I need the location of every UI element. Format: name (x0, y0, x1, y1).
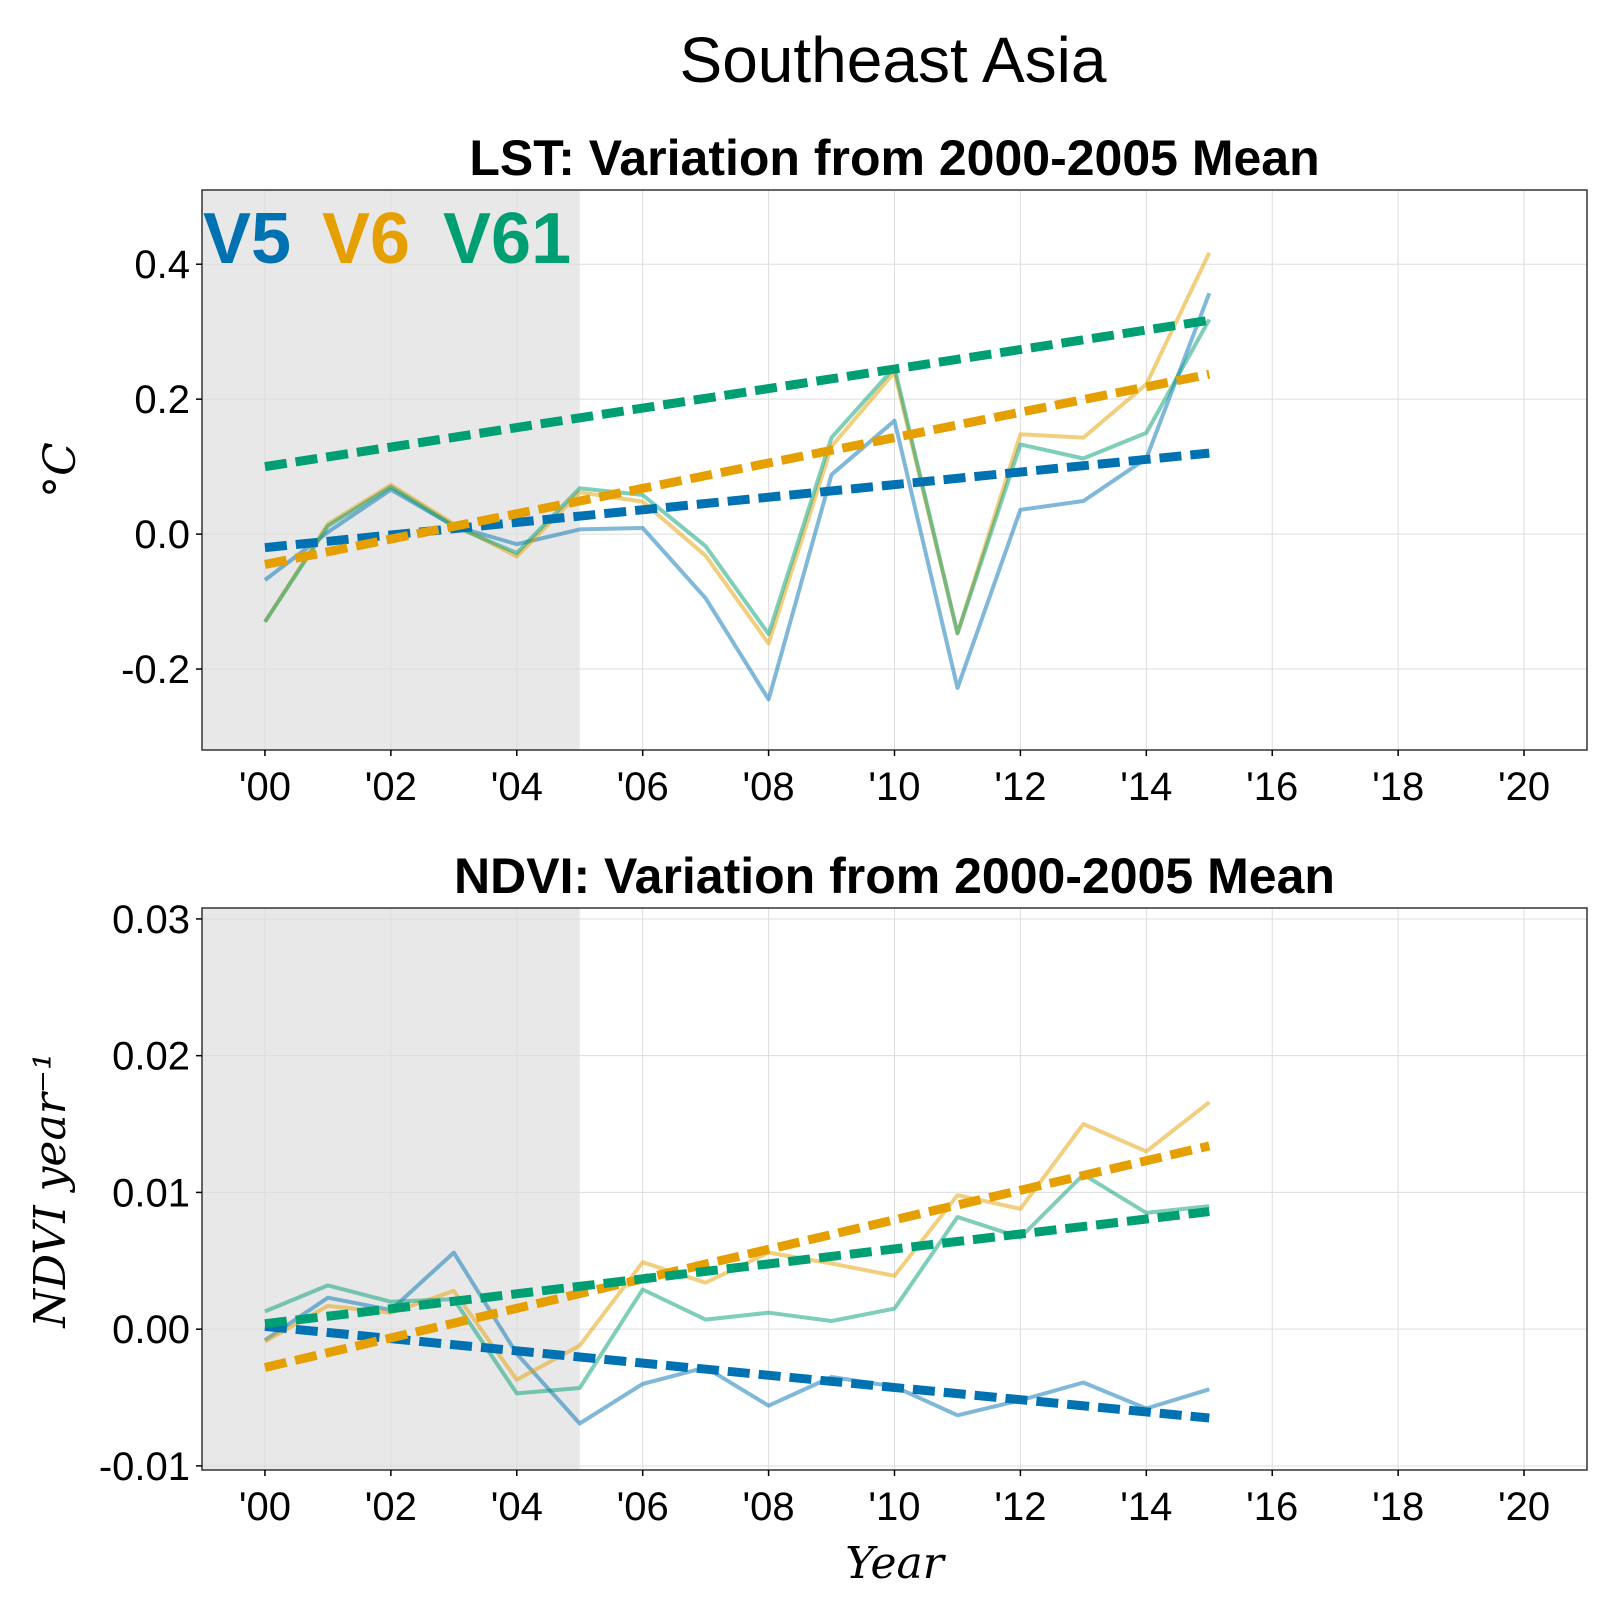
x-tick-label: '12 (994, 765, 1046, 809)
x-tick-label: '06 (617, 765, 669, 809)
trend-line-v6 (263, 1141, 1211, 1372)
panel-ndvi: '00 '02 '04 '06 '08 '10 '12 '14 '16 '18 '20 -0.01 0.… (25, 848, 1588, 1589)
y-tick-label: 0.4 (134, 243, 190, 287)
x-tick-label: '18 (1372, 1485, 1424, 1529)
panel-title: LST: Variation from 2000-2005 Mean (469, 130, 1319, 186)
trend-line-v61 (264, 315, 1210, 472)
y-tick-label: -0.2 (121, 648, 190, 692)
y-axis-label: °C (35, 442, 86, 498)
x-tick-label: '04 (491, 1485, 543, 1529)
y-tick-label: 0.03 (112, 898, 190, 942)
x-tick-label: '08 (743, 1485, 795, 1529)
legend-entry-v6: V6 (322, 199, 410, 279)
panels: '00 '02 '04 '06 '08 '10 '12 '14 '16 '18 '20 -0.2 0.0… (25, 130, 1588, 1589)
y-tick-label: 0.0 (134, 513, 190, 557)
x-tick-label: '10 (868, 765, 920, 809)
x-tick-label: '14 (1120, 765, 1172, 809)
x-tick-label: '10 (868, 1485, 920, 1529)
panel-title: NDVI: Variation from 2000-2005 Mean (454, 848, 1335, 904)
legend-entry-v61: V61 (443, 199, 571, 279)
x-tick-label: '20 (1498, 765, 1550, 809)
x-tick-label: '02 (365, 1485, 417, 1529)
x-tick-label: '00 (239, 765, 291, 809)
series-line-v61 (263, 318, 1212, 636)
figure-title: Southeast Asia (680, 24, 1107, 96)
x-tick-label: '16 (1246, 765, 1298, 809)
legend: V5 V6 V61 (203, 199, 571, 279)
y-tick-label: 0.01 (112, 1171, 190, 1215)
gridlines (202, 190, 1587, 750)
x-tick-label: '16 (1246, 1485, 1298, 1529)
x-tick-label: '14 (1120, 1485, 1172, 1529)
legend-entry-v5: V5 (203, 199, 291, 279)
x-tick-label: '00 (239, 1485, 291, 1529)
y-tick-label: 0.2 (134, 378, 190, 422)
y-axis-label: NDVI year⁻¹ (25, 1052, 76, 1328)
x-tick-label: '06 (617, 1485, 669, 1529)
x-tick-label: '18 (1372, 765, 1424, 809)
panel-lst: '00 '02 '04 '06 '08 '10 '12 '14 '16 '18 '20 -0.2 0.0… (35, 130, 1588, 809)
x-tick-label: '12 (994, 1485, 1046, 1529)
series-line-v5 (263, 1250, 1210, 1426)
x-axis-label: Year (845, 1538, 946, 1589)
trend-line-v5 (264, 1321, 1210, 1423)
y-tick-label: 0.02 (112, 1035, 190, 1079)
trend-line-v6 (264, 369, 1211, 569)
x-tick-label: '20 (1498, 1485, 1550, 1529)
trend-line-v61 (264, 1207, 1210, 1329)
series-line-v61 (264, 1172, 1210, 1396)
x-tick-label: '08 (743, 765, 795, 809)
y-tick-label: 0.00 (112, 1308, 190, 1352)
x-tick-label: '02 (365, 765, 417, 809)
x-tick-label: '04 (491, 765, 543, 809)
y-tick-label: -0.01 (99, 1445, 190, 1489)
